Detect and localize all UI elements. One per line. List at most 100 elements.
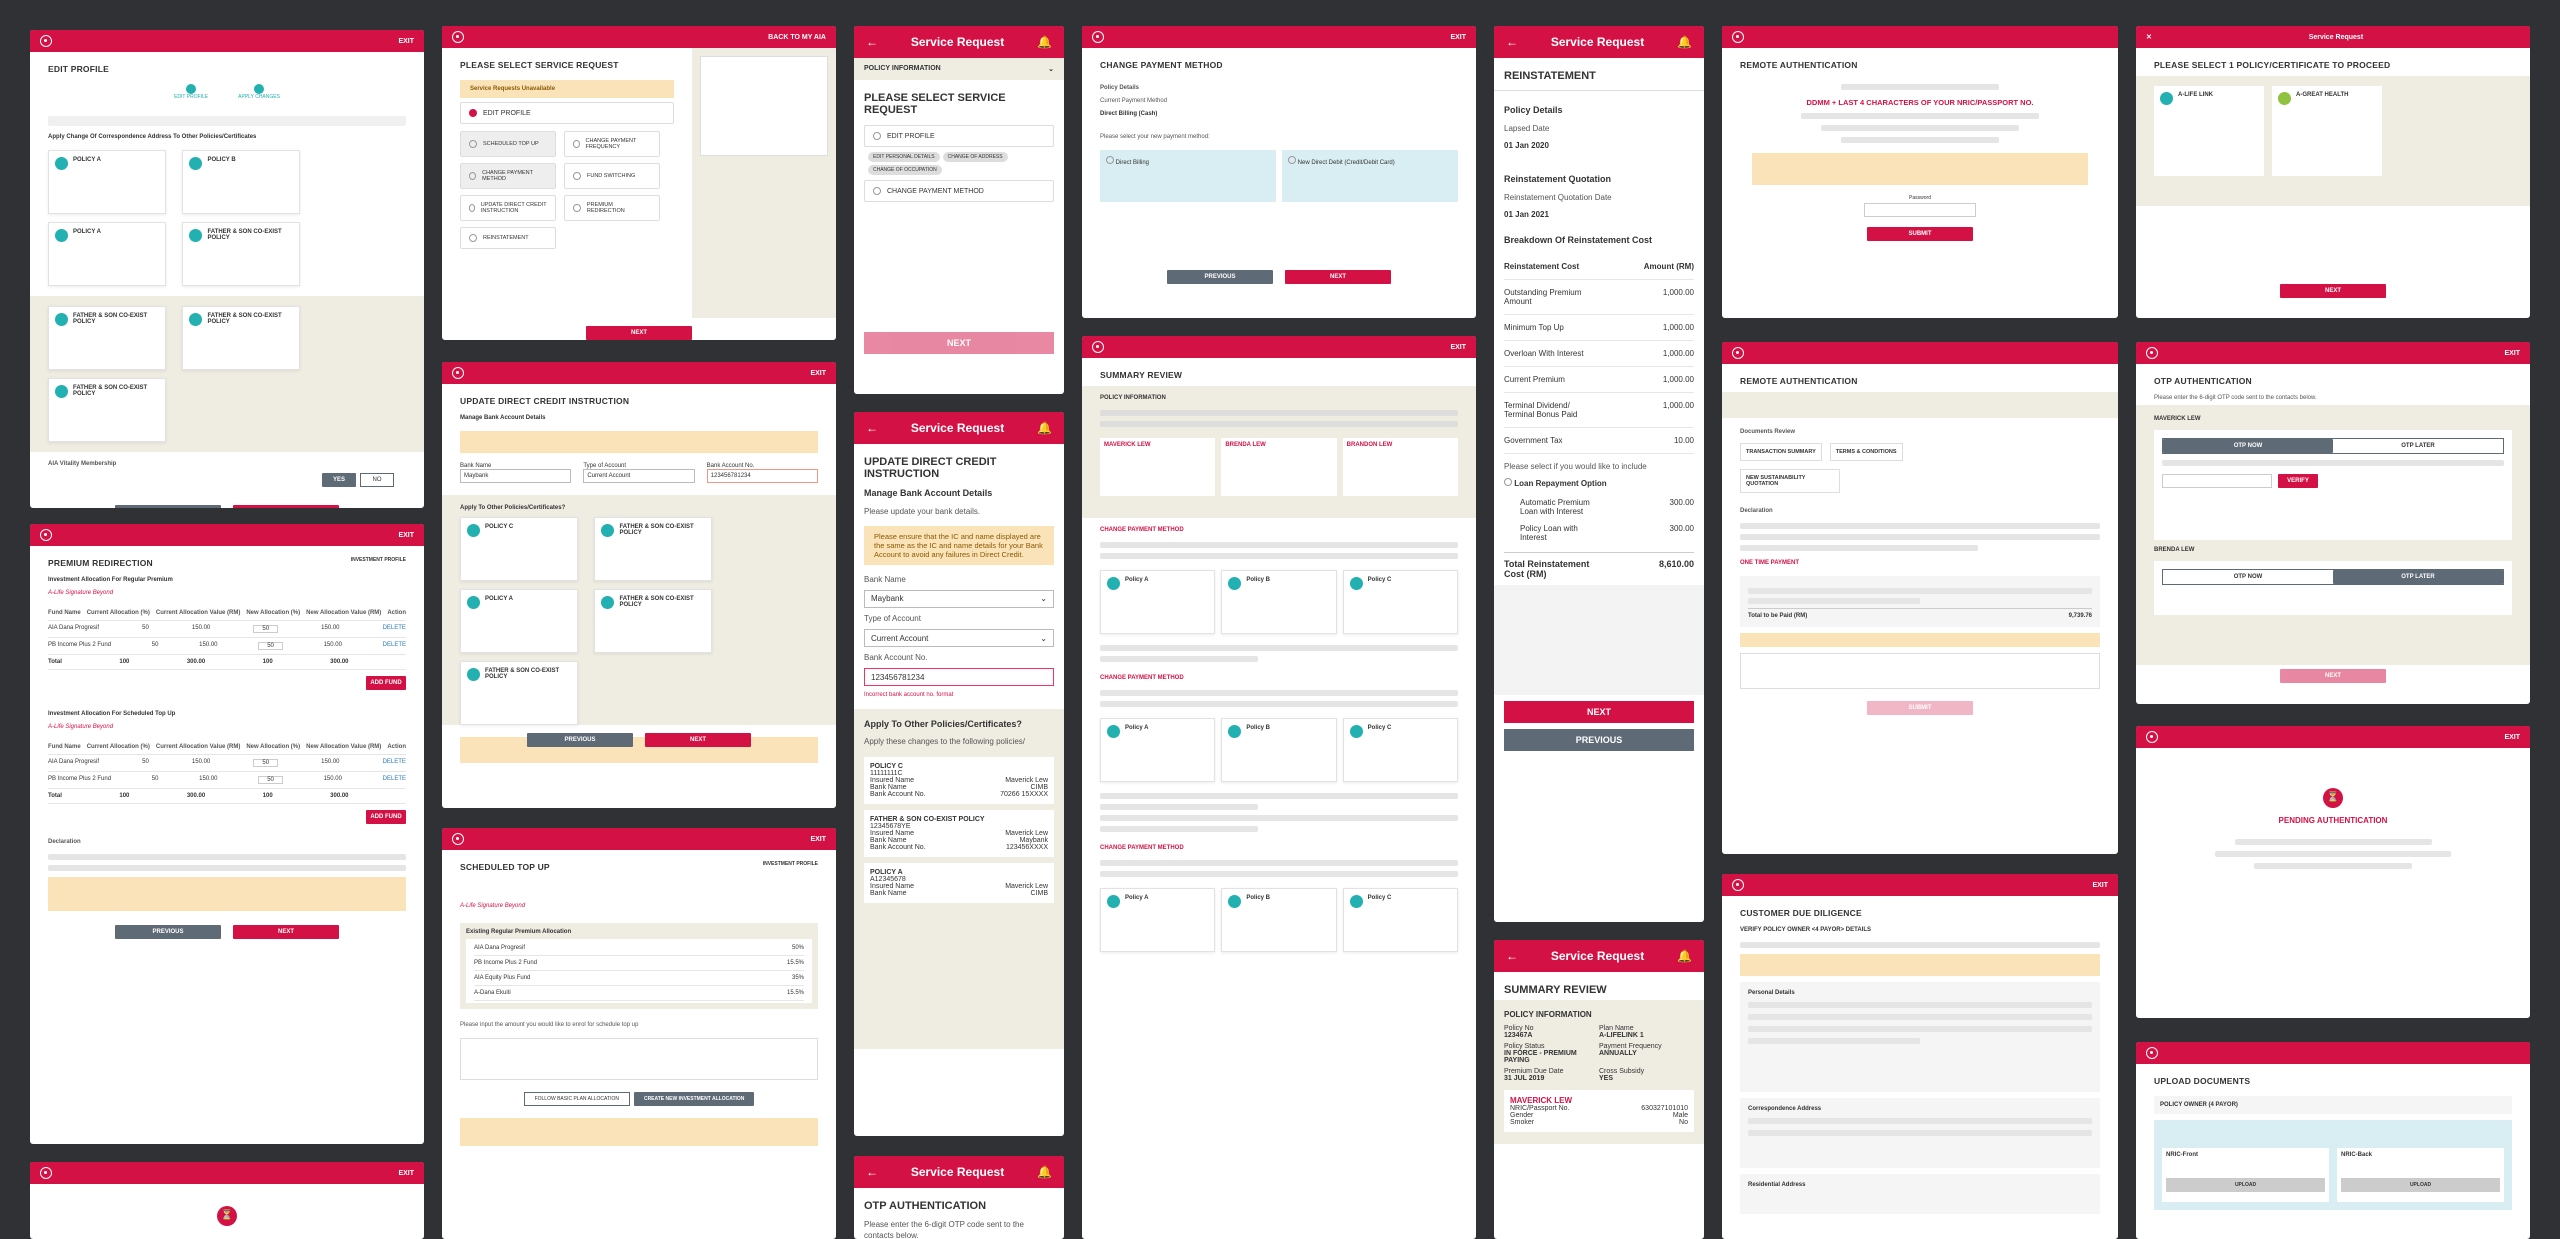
chip[interactable]: CHANGE OF OCCUPATION xyxy=(868,165,942,175)
account-no-input[interactable]: 123456781234 xyxy=(706,469,818,483)
option-direct-debit[interactable]: New Direct Debit (Credit/Debit Card) xyxy=(1282,150,1458,202)
otp-input[interactable] xyxy=(2162,474,2272,488)
exit-link[interactable]: EXIT xyxy=(810,835,826,843)
amount-box[interactable] xyxy=(460,1038,818,1080)
back-arrow-icon[interactable]: ← xyxy=(866,35,878,49)
submit-button[interactable]: SUBMIT xyxy=(1867,227,1973,241)
bell-icon[interactable]: 🔔 xyxy=(1677,949,1692,963)
investment-profile-link[interactable]: INVESTMENT PROFILE xyxy=(762,861,818,867)
sustainability-link[interactable]: NEW SUSTAINABILITY QUOTATION xyxy=(1740,469,1840,493)
next-button[interactable]: NEXT xyxy=(2280,669,2386,683)
exit-link[interactable]: EXIT xyxy=(2504,349,2520,357)
request-reinstatement[interactable]: REINSTATEMENT xyxy=(460,227,556,249)
bell-icon[interactable]: 🔔 xyxy=(1677,35,1692,49)
policy-card[interactable]: POLICY C xyxy=(460,517,578,581)
payment-options[interactable] xyxy=(1740,653,2100,689)
policy-card[interactable]: FATHER & SON CO-EXIST POLICY xyxy=(594,589,713,653)
delete-link[interactable]: DELETE xyxy=(382,642,406,648)
next-button[interactable]: NEXT xyxy=(2280,284,2386,298)
exit-link[interactable]: EXIT xyxy=(2504,733,2520,741)
exit-link[interactable]: EXIT xyxy=(810,369,826,377)
submit-button[interactable]: SUBMIT xyxy=(1867,701,1973,715)
exit-link[interactable]: EXIT xyxy=(2092,881,2108,889)
back-arrow-icon[interactable]: ← xyxy=(1506,35,1518,49)
previous-button[interactable]: PREVIOUS xyxy=(115,925,221,939)
request-premium-redirection[interactable]: PREMIUM REDIRECTION xyxy=(564,195,660,221)
delete-link[interactable]: DELETE xyxy=(382,759,406,765)
policy-card-b[interactable]: POLICY B xyxy=(182,150,301,214)
policy-card-fs[interactable]: FATHER & SON CO-EXIST POLICY 12345678YE I… xyxy=(864,809,1054,857)
option-direct-billing[interactable]: Direct Billing xyxy=(1100,150,1276,202)
allocation-input[interactable]: 50 xyxy=(253,759,279,767)
bank-name-select[interactable]: Maybank xyxy=(460,469,572,483)
account-no-input[interactable]: 123456781234 xyxy=(864,668,1054,687)
previous-button[interactable]: PREVIOUS xyxy=(527,733,633,747)
policy-card-a-life-link[interactable]: A-LIFE LINK xyxy=(2154,86,2264,176)
policy-card-fs[interactable]: FATHER & SON CO-EXIST POLICY xyxy=(182,222,301,286)
exit-link[interactable]: EXIT xyxy=(1450,343,1466,351)
yes-button[interactable]: YES xyxy=(322,473,356,487)
policy-card-a[interactable]: POLICY A A12345678 Insured Name Maverick L… xyxy=(864,862,1054,903)
otp-later-button[interactable]: OTP LATER xyxy=(2401,443,2435,449)
back-arrow-icon[interactable]: ← xyxy=(866,1165,878,1179)
otp-later-button[interactable]: OTP LATER xyxy=(2333,570,2503,584)
back-link[interactable]: BACK TO MY AIA xyxy=(768,33,826,41)
policy-card-fs4[interactable]: FATHER & SON CO-EXIST POLICY xyxy=(48,378,166,442)
policy-card-fs2[interactable]: FATHER & SON CO-EXIST POLICY xyxy=(48,306,166,370)
exit-link[interactable]: EXIT xyxy=(1450,33,1466,41)
back-arrow-icon[interactable]: ← xyxy=(866,421,878,435)
close-icon[interactable]: ✕ xyxy=(2146,34,2152,41)
request-scheduled-top-up[interactable]: SCHEDULED TOP UP xyxy=(460,131,556,157)
request-change-frequency[interactable]: CHANGE PAYMENT FREQUENCY xyxy=(564,131,660,157)
exit-link[interactable]: EXIT xyxy=(398,531,414,539)
create-new-button[interactable]: CREATE NEW INVESTMENT ALLOCATION xyxy=(633,1092,755,1106)
request-edit-profile[interactable]: EDIT PROFILE xyxy=(460,102,674,124)
policy-card-a[interactable]: POLICY A xyxy=(48,150,166,214)
allocation-input[interactable]: 50 xyxy=(258,776,283,784)
back-arrow-icon[interactable]: ← xyxy=(1506,949,1518,963)
next-button[interactable]: NEXT xyxy=(864,332,1054,354)
request-change-method[interactable]: CHANGE PAYMENT METHOD xyxy=(460,163,556,189)
transaction-summary-link[interactable]: TRANSACTION SUMMARY xyxy=(1740,443,1822,461)
no-button[interactable]: NO xyxy=(360,473,394,487)
exit-link[interactable]: EXIT xyxy=(398,37,414,45)
next-button[interactable]: NEXT xyxy=(233,925,339,939)
bell-icon[interactable]: 🔔 xyxy=(1037,1165,1052,1179)
allocation-input[interactable]: 50 xyxy=(253,625,279,633)
next-button[interactable]: NEXT xyxy=(233,505,339,508)
policy-card[interactable]: FATHER & SON CO-EXIST POLICY xyxy=(594,517,713,581)
add-fund-button-2[interactable]: ADD FUND xyxy=(366,810,406,824)
follow-basic-button[interactable]: FOLLOW BASIC PLAN ALLOCATION xyxy=(523,1092,630,1106)
account-type-select[interactable]: Current Account xyxy=(583,469,695,483)
bank-name-select[interactable]: Maybank ⌄ xyxy=(864,589,1054,608)
policy-card-c[interactable]: POLICY A xyxy=(48,222,166,286)
delete-link[interactable]: DELETE xyxy=(382,625,406,631)
policy-card-fs3[interactable]: FATHER & SON CO-EXIST POLICY xyxy=(182,306,301,370)
request-edit-profile[interactable]: EDIT PROFILE xyxy=(864,125,1054,147)
chip[interactable]: CHANGE OF ADDRESS xyxy=(942,152,1008,162)
nric-back-slot[interactable]: NRIC-Back UPLOAD xyxy=(2337,1148,2504,1202)
loan-option[interactable]: Loan Repayment Option xyxy=(1494,475,1704,492)
account-type-select[interactable]: Current Account ⌄ xyxy=(864,629,1054,648)
delete-link[interactable]: DELETE xyxy=(382,776,406,782)
policy-card-c[interactable]: POLICY C 11111111C Insured Name Maverick L… xyxy=(864,756,1054,804)
otp-now-button[interactable]: OTP NOW xyxy=(2163,439,2333,453)
request-change-payment[interactable]: CHANGE PAYMENT METHOD xyxy=(864,180,1054,202)
next-button[interactable]: NEXT xyxy=(1285,270,1391,284)
add-fund-button[interactable]: ADD FUND xyxy=(366,676,406,690)
otp-now-button[interactable]: OTP NOW xyxy=(2233,574,2263,580)
verify-button[interactable]: VERIFY xyxy=(2278,474,2318,488)
bell-icon[interactable]: 🔔 xyxy=(1037,421,1052,435)
next-button[interactable]: NEXT xyxy=(586,326,692,340)
request-fund-switching[interactable]: FUND SWITCHING xyxy=(564,163,660,189)
exit-link[interactable]: EXIT xyxy=(398,1169,414,1177)
nric-front-slot[interactable]: NRIC-Front UPLOAD xyxy=(2162,1148,2329,1202)
next-button[interactable]: NEXT xyxy=(645,733,751,747)
chip[interactable]: EDIT PERSONAL DETAILS xyxy=(868,152,940,162)
previous-button[interactable]: PREVIOUS xyxy=(1504,728,1694,751)
policy-card-a-great-health[interactable]: A-GREAT HEALTH xyxy=(2272,86,2382,176)
allocation-input[interactable]: 50 xyxy=(258,642,283,650)
investment-profile-link[interactable]: INVESTMENT PROFILE xyxy=(350,557,406,563)
bell-icon[interactable]: 🔔 xyxy=(1037,35,1052,49)
policy-info-toggle[interactable]: POLICY INFORMATION ⌄ xyxy=(854,58,1064,80)
